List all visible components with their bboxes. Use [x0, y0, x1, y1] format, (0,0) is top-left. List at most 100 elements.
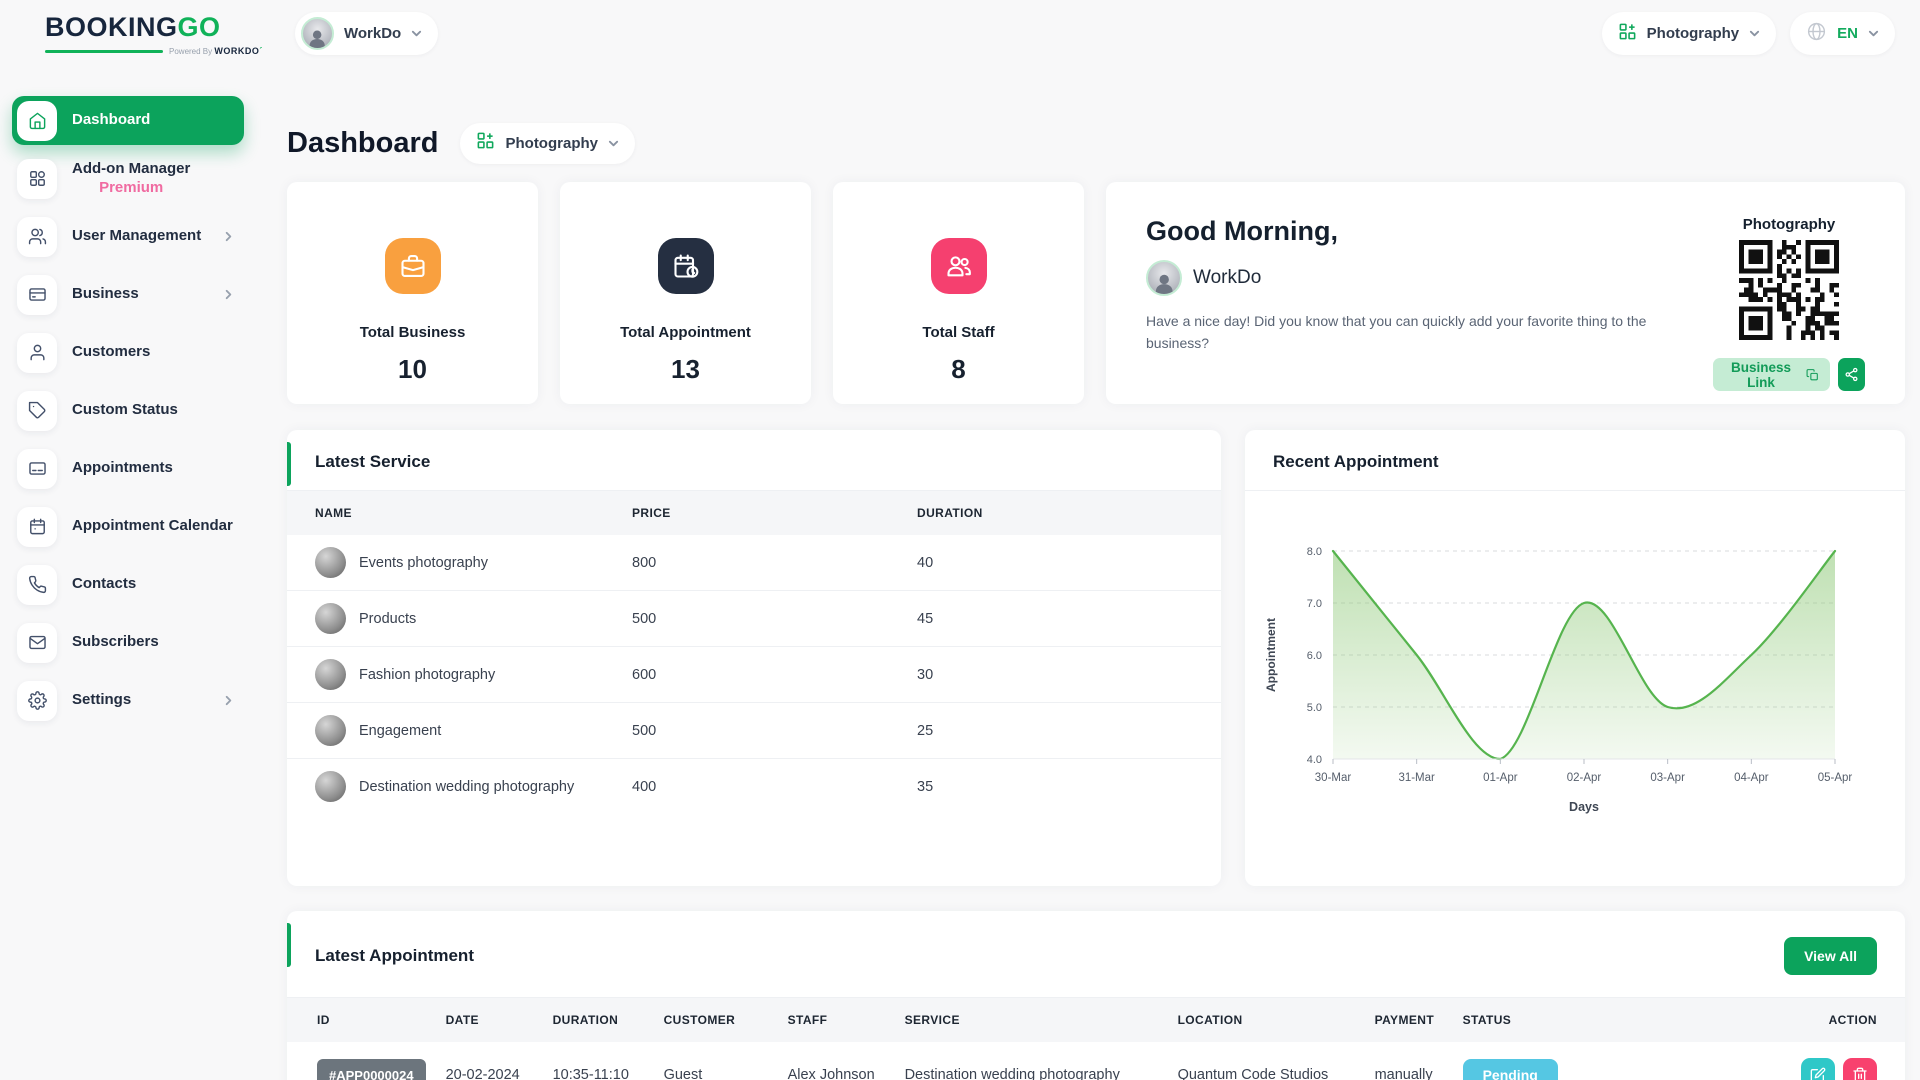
- greeting-user-name: WorkDo: [1193, 267, 1262, 288]
- sidebar-item-appointments[interactable]: Appointments: [12, 444, 244, 493]
- business-link-button[interactable]: Business Link: [1713, 358, 1830, 391]
- credit-card-icon: [17, 274, 57, 315]
- service-thumbnail: [315, 603, 346, 634]
- svg-text:03-Apr: 03-Apr: [1650, 772, 1685, 784]
- workspace-name: WorkDo: [344, 25, 402, 42]
- sidebar-item-subscribers[interactable]: Subscribers: [12, 618, 244, 667]
- service-row: Fashion photography 600 30: [287, 646, 1221, 703]
- sidebar-item-appointment-calendar[interactable]: Appointment Calendar: [12, 502, 244, 551]
- logo-powered-by: Powered By WORKDO´: [169, 46, 263, 56]
- sidebar-item-settings[interactable]: Settings: [12, 676, 244, 725]
- appointment-customer: Guest: [663, 1067, 703, 1080]
- service-thumbnail: [315, 715, 346, 746]
- service-duration: 40: [917, 554, 934, 571]
- language-label: EN: [1837, 25, 1858, 42]
- service-name: Destination wedding photography: [359, 778, 575, 795]
- svg-text:30-Mar: 30-Mar: [1315, 772, 1352, 784]
- stat-value: 13: [671, 354, 700, 384]
- premium-badge: Premium: [99, 178, 164, 196]
- phone-icon: [17, 564, 57, 605]
- appointment-col-header: STAFF: [777, 998, 895, 1042]
- app-logo: BOOKINGGO Powered By WORKDO´: [45, 14, 262, 56]
- workspace-dropdown[interactable]: WorkDo: [295, 12, 439, 55]
- sidebar-item-contacts[interactable]: Contacts: [12, 560, 244, 609]
- appointment-col-header: DATE: [435, 998, 543, 1042]
- calendar-clock-icon: [657, 238, 714, 294]
- appointment-col-header: STATUS: [1452, 998, 1683, 1042]
- chevron-right-icon: [225, 695, 232, 706]
- staff-icon: [930, 238, 987, 294]
- svg-text:7.0: 7.0: [1307, 598, 1322, 610]
- briefcase-icon: [384, 238, 441, 294]
- chevron-down-icon: [1750, 30, 1760, 37]
- appointment-col-header: DURATION: [542, 998, 654, 1042]
- chevron-right-icon: [225, 289, 232, 300]
- service-name: Fashion photography: [359, 666, 496, 683]
- service-thumbnail: [315, 547, 346, 578]
- service-thumbnail: [315, 659, 346, 690]
- stat-label: Total Staff: [922, 324, 995, 341]
- sidebar-item-dashboard[interactable]: Dashboard: [12, 96, 244, 145]
- service-row: Engagement 500 25: [287, 702, 1221, 759]
- delete-button[interactable]: [1843, 1058, 1877, 1080]
- sidebar-item-business[interactable]: Business: [12, 270, 244, 319]
- gear-icon: [17, 680, 57, 721]
- service-duration: 30: [907, 646, 1221, 703]
- edit-button[interactable]: [1801, 1058, 1835, 1080]
- greeting-title: Good Morning,: [1146, 216, 1338, 246]
- sidebar-item-user-management[interactable]: User Management: [12, 212, 244, 261]
- page-selector-label: Photography: [505, 134, 598, 152]
- appointment-staff: Alex Johnson: [787, 1067, 875, 1080]
- svg-text:5.0: 5.0: [1307, 702, 1322, 714]
- appointment-id-badge[interactable]: #APP0000024: [317, 1058, 426, 1080]
- business-selector-dropdown[interactable]: Photography: [1601, 12, 1777, 55]
- stat-card-total-business: Total Business 10: [287, 182, 538, 404]
- stat-value: 10: [398, 354, 427, 384]
- service-row: Products 500 45: [287, 590, 1221, 647]
- copy-icon: [1806, 368, 1818, 380]
- latest-service-card: Latest Service NAME PRICE DURATION Events …: [287, 430, 1221, 886]
- appointment-col-header: PAYMENT: [1364, 998, 1453, 1042]
- latest-service-title: Latest Service: [315, 452, 431, 471]
- sidebar-item-add-on-manager[interactable]: Add-on Manager Premium: [12, 154, 244, 203]
- sidebar-item-custom-status[interactable]: Custom Status: [12, 386, 244, 435]
- service-duration: 35: [907, 758, 1221, 814]
- svg-text:Days: Days: [1569, 800, 1599, 814]
- service-duration: 25: [907, 702, 1221, 759]
- share-button[interactable]: [1837, 358, 1865, 391]
- greeting-card: Good Morning, WorkDo Have a nice day! Di…: [1106, 182, 1905, 404]
- language-dropdown[interactable]: EN: [1790, 12, 1895, 55]
- mail-icon: [17, 622, 57, 663]
- service-price: 500: [622, 590, 907, 647]
- service-col-header: PRICE: [622, 491, 907, 535]
- stat-label: Total Appointment: [620, 324, 751, 341]
- stat-card-total-staff: Total Staff 8: [833, 182, 1084, 404]
- view-all-button[interactable]: View All: [1784, 937, 1877, 975]
- sidebar-item-customers[interactable]: Customers: [12, 328, 244, 377]
- page-business-selector[interactable]: Photography: [460, 122, 635, 164]
- card-icon: [17, 448, 57, 489]
- appointment-row: #APP0000024 20-02-2024 10:35-11:10 Guest Ale…: [287, 1042, 1905, 1080]
- service-price: 800: [632, 554, 657, 571]
- person-icon: [17, 332, 57, 373]
- service-row: Events photography 800 40: [287, 535, 1221, 591]
- chart-svg: 4.0 5.0 6.0 7.0 8.0 30-Mar 31-Mar 01-Apr 02-Apr 0…: [1264, 546, 1853, 814]
- recent-appointment-card: Recent Appointment 4.0 5.0 6.0 7.0 8.0 30-Mar…: [1245, 430, 1905, 886]
- workspace-avatar: [301, 17, 334, 50]
- service-price: 400: [622, 758, 907, 814]
- service-col-header: NAME: [287, 491, 622, 535]
- greeting-avatar: [1146, 260, 1182, 296]
- logo-underline: [45, 49, 163, 53]
- stat-value: 8: [951, 354, 966, 384]
- latest-service-table: NAME PRICE DURATION Events photography 800 4…: [287, 491, 1221, 814]
- sidebar-nav: Dashboard Add-on Manager Premium User Man…: [12, 96, 244, 725]
- appointment-col-header: CUSTOMER: [653, 998, 778, 1042]
- grid-plus-icon: [1618, 22, 1637, 46]
- latest-appointment-title: Latest Appointment: [315, 946, 474, 965]
- svg-text:05-Apr: 05-Apr: [1818, 772, 1853, 784]
- top-header: BOOKINGGO Powered By WORKDO´ WorkDo Phot…: [0, 0, 1920, 76]
- svg-text:01-Apr: 01-Apr: [1483, 772, 1518, 784]
- business-selector-label: Photography: [1646, 25, 1740, 42]
- addon-icon: [17, 158, 57, 199]
- latest-appointment-table: ID DATE DURATION CUSTOMER STAFF SERVICE LOCATI…: [287, 998, 1905, 1080]
